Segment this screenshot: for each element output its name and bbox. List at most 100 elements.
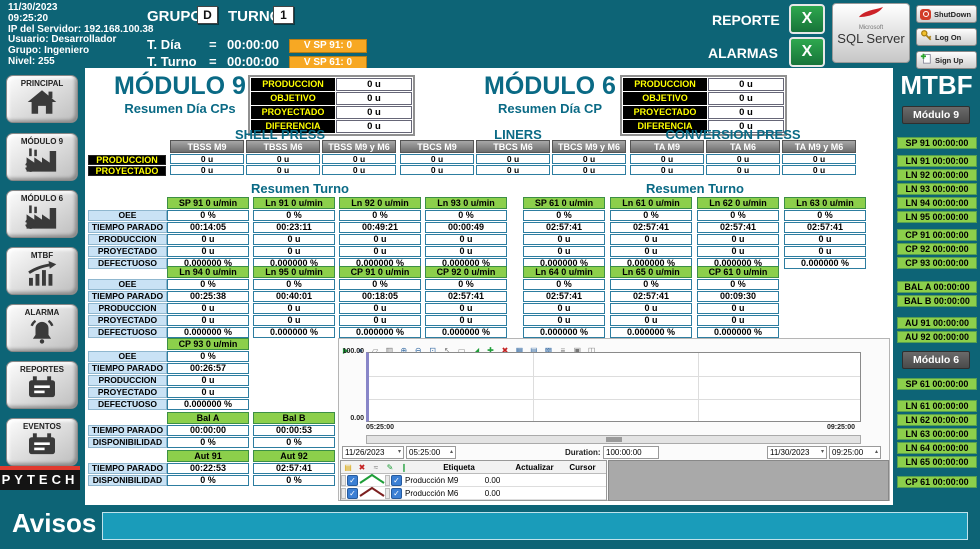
rows-icon[interactable]: ▩ [544,346,553,355]
zoom-in-icon[interactable]: ⊕ [400,346,408,355]
modulo9-stats-table: PRODUCCION 0 u OBJETIVO 0 u PROYECTADO 0 u … [248,75,415,136]
series-update-checkbox[interactable]: ✓ [391,474,402,486]
mtbf-modulo6-button[interactable]: Módulo 6 [902,351,970,369]
home-icon [24,90,60,119]
trend-chart-icon [24,261,60,291]
series-visible-checkbox[interactable]: ✓ [347,474,358,486]
select-icon[interactable]: ▭ [457,346,466,355]
duration-label: Duration: [565,448,601,457]
machine-column-ln65: Ln 65 0 u/min 0 % 02:57:41 0 u 0 u 0.000… [610,266,692,339]
edit-icon[interactable]: ✎ [386,462,394,472]
slope-icon[interactable]: ◢ [473,346,480,355]
modulo6-subtitle: Resumen Día CP [497,101,603,116]
series-row-m6: ✓ ✓ Producción M6 0.00 [341,486,606,500]
mtbf-row-cp93: CP 93 00:00:00 [897,257,977,269]
machine-column-ln95: Ln 95 0 u/min 0 % 00:40:01 0 u 0 u 0.000… [253,266,335,339]
scrollbar-thumb[interactable] [606,437,622,442]
t-dia-label: T. Día [147,37,181,52]
sql-product-text: SQL Server [837,31,905,46]
row-labels-aut: TIEMPO PARADO DISPONIBILIDAD [88,463,167,487]
series-visible-checkbox[interactable]: ✓ [347,487,358,499]
shutdown-button[interactable]: ShutDown [916,5,977,23]
nav-principal-button[interactable]: PRINCIPAL [6,75,78,123]
key-icon [920,28,932,46]
v-sp91-button[interactable]: V SP 91: 0 [289,39,367,53]
machine-column-ln63: Ln 63 0 u/min 0 % 02:57:41 0 u 0 u 0.000… [784,197,866,270]
add-cursor-icon[interactable]: ✚ [487,346,494,355]
machine-column-ln93: Ln 93 0 u/min 0 % 00:00:49 0 u 0 u 0.000… [425,197,507,270]
start-time-spinner[interactable]: 05:25:00 ▴ [406,446,456,459]
info-icon[interactable]: ● [358,346,363,355]
grupo-value-box[interactable]: D [197,6,218,24]
server-ip: IP del Servidor: 192.168.100.38 [8,23,154,35]
spinner-icon: ▴ [449,449,453,455]
print-icon[interactable]: ▣ [573,346,582,355]
tiempo-dia-row: T. Día = 00:00:00 [147,37,280,52]
series-row-m9: ✓ ✓ Producción M9 0.00 [341,473,606,487]
avisos-message-bar [102,512,968,540]
series-label: Producción M9 [405,475,459,485]
legend-side-panel [608,460,889,501]
logon-button[interactable]: Log On [916,28,977,46]
signup-button[interactable]: Sign Up [916,51,977,69]
mtbf-modulo9-button[interactable]: Módulo 9 [902,106,970,124]
mtbf-row-ln91: LN 91 00:00:00 [897,155,977,167]
copy-icon[interactable]: ▱ [371,346,378,355]
end-time-spinner[interactable]: 09:25:00 ▴ [829,446,881,459]
sql-swoosh-icon [856,6,886,23]
conversion-press-title: CONVERSION PRESS [665,127,801,142]
columns-icon[interactable]: ▤ [530,346,538,355]
zoom-out-icon[interactable]: ⊖ [414,346,422,355]
nav-reportes-button[interactable]: REPORTES [6,361,78,409]
spinner-icon: ▴ [874,449,878,455]
delete-cursor-icon[interactable]: ✖ [501,346,509,355]
turno-value-box[interactable]: 1 [273,6,294,24]
run-icon[interactable]: ▶ [342,346,350,355]
pan-icon[interactable]: ↖ [443,346,451,355]
curve-icon[interactable]: ≈ [373,462,379,472]
pages-icon[interactable]: ▤ [344,462,352,472]
nav-modulo6-button[interactable]: MÓDULO 6 [6,190,78,238]
nav-eventos-button[interactable]: EVENTOS [6,418,78,466]
modulo9-subtitle: Resumen Día CPs [124,101,236,116]
series-line-icon [359,473,385,487]
machine-column-ln64: Ln 64 0 u/min 0 % 02:57:41 0 u 0 u 0.000… [523,266,605,339]
reporte-excel-button[interactable]: X [789,4,825,34]
nav-modulo9-button[interactable]: MÓDULO 9 [6,133,78,181]
nav-mtbf-button[interactable]: MTBF [6,247,78,295]
mtbf-row-sp91: SP 91 00:00:00 [897,137,977,149]
machine-column-ln91: Ln 91 0 u/min 0 % 00:23:11 0 u 0 u 0.000… [253,197,335,270]
mtbf-row-ln94: LN 94 00:00:00 [897,197,977,209]
start-date-select[interactable]: 11/26/2023 ▾ [342,446,404,459]
nav-alarma-button[interactable]: ALARMA [6,304,78,352]
plot-area[interactable] [366,352,861,422]
mtbf-row-ln64: LN 64 00:00:00 [897,442,977,454]
machine-column-ln61: Ln 61 0 u/min 0 % 02:57:41 0 u 0 u 0.000… [610,197,692,270]
duration-input[interactable]: 100:00:00 [603,446,659,459]
remove-icon[interactable]: ✖ [358,462,366,472]
export-icon[interactable]: ◫ [587,346,596,355]
alarmas-excel-button[interactable]: X [789,37,825,67]
resumen-turno-left-title: Resumen Turno [251,181,349,196]
avisos-label: Avisos [12,508,97,538]
mtbf-row-cp91: CP 91 00:00:00 [897,229,977,241]
zoom-window-icon[interactable]: ⊡ [429,346,437,355]
chart-scrollbar[interactable] [366,435,861,444]
marker-icon[interactable]: ❙ [400,462,408,472]
shell-press-title: SHELL PRESS [234,127,326,142]
liners-title: LINERS [494,127,542,142]
mtbf-row-ln65: LN 65 00:00:00 [897,456,977,468]
end-date-select[interactable]: 11/30/2023 ▾ [767,446,827,459]
mtbf-row-ln61: LN 61 00:00:00 [897,400,977,412]
save-icon[interactable]: ▥ [385,346,394,355]
series-update-checkbox[interactable]: ✓ [391,487,402,499]
tiempo-turno-row: T. Turno = 00:00:00 [147,54,280,69]
alarmas-label: ALARMAS [708,45,778,61]
row-labels-b3: OEE TIEMPO PARADO PRODUCCION PROYECTADO … [88,351,167,411]
legend-icon[interactable]: ≡ [560,346,566,355]
chevron-down-icon: ▾ [397,449,401,455]
grid-icon[interactable]: ▦ [515,346,524,355]
machine-column-ln94: Ln 94 0 u/min 0 % 00:25:38 0 u 0 u 0.000… [167,266,249,339]
sql-microsoft-text: Microsoft [858,25,884,31]
